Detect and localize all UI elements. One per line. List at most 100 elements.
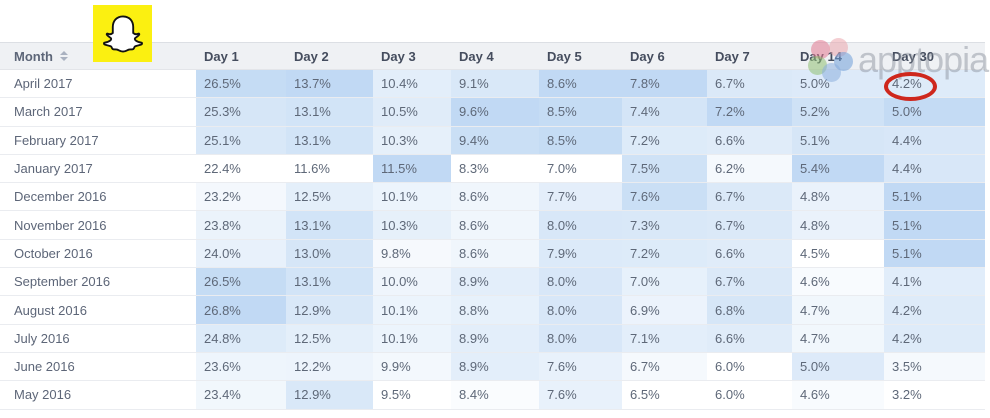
retention-cell: 13.1% <box>286 126 373 154</box>
retention-cell: 9.1% <box>451 70 539 98</box>
retention-cell: 6.7% <box>707 268 792 296</box>
retention-cell: 3.5% <box>884 352 985 381</box>
retention-cell: 5.0% <box>792 352 884 381</box>
column-header-day-4: Day 4 <box>459 48 494 64</box>
retention-cell: 8.0% <box>539 211 622 239</box>
retention-cell: 6.0% <box>715 359 745 375</box>
retention-cell: 13.0% <box>286 239 373 268</box>
retention-cell: 10.5% <box>373 98 451 126</box>
retention-cell: 6.2% <box>707 154 792 183</box>
retention-cell: 10.1% <box>373 324 451 352</box>
month-cell: October 2016 <box>14 245 93 261</box>
retention-cell: 4.2% <box>884 296 985 324</box>
retention-cell: 13.1% <box>286 211 373 239</box>
column-header-day-2: Day 2 <box>294 48 329 64</box>
retention-cell: 8.0% <box>539 324 622 352</box>
retention-cell: 7.6% <box>622 183 707 211</box>
retention-cell: 8.6% <box>539 70 622 98</box>
table-row: September 2016 26.5% 13.1% 10.0% 8.9% 8.0% 7.0… <box>0 268 985 297</box>
table-row: March 2017 25.3% 13.1% 10.5% 9.6% 8.5% 7.4% 7.2… <box>0 98 985 127</box>
retention-cell: 9.8% <box>373 239 451 268</box>
retention-cell: 6.7% <box>707 70 792 98</box>
column-header-month[interactable]: Month <box>0 43 196 69</box>
retention-cell: 5.1% <box>884 239 985 268</box>
table-row: December 2016 23.2% 12.5% 10.1% 8.6% 7.7% 7.6%… <box>0 183 985 212</box>
retention-cell: 7.3% <box>622 211 707 239</box>
retention-cell: 24.0% <box>196 239 286 268</box>
retention-cell: 23.8% <box>196 211 286 239</box>
retention-cell: 26.5% <box>196 268 286 296</box>
retention-cell: 8.6% <box>451 211 539 239</box>
retention-cell: 3.2% <box>892 387 922 403</box>
retention-cell: 23.4% <box>196 381 286 409</box>
retention-cell: 12.5% <box>286 324 373 352</box>
retention-cell: 8.8% <box>451 296 539 324</box>
retention-cell: 4.6% <box>792 381 884 409</box>
retention-cell: 10.1% <box>373 183 451 211</box>
retention-cell: 7.5% <box>622 154 707 183</box>
column-header-day-6: Day 6 <box>630 48 665 64</box>
table-row: October 2016 24.0% 13.0% 9.8% 8.6% 7.9% 7.2% 6.… <box>0 239 985 269</box>
retention-cell: 4.7% <box>792 324 884 352</box>
retention-cell: 7.0% <box>622 268 707 296</box>
month-cell: September 2016 <box>14 274 111 290</box>
retention-cell: 12.5% <box>286 183 373 211</box>
month-cell: November 2016 <box>14 217 107 233</box>
retention-cell: 24.8% <box>196 324 286 352</box>
retention-cell: 26.5% <box>196 70 286 98</box>
retention-cell: 6.5% <box>630 387 660 403</box>
retention-cell: 5.1% <box>884 211 985 239</box>
retention-cell: 7.2% <box>707 98 792 126</box>
retention-cell: 13.7% <box>286 70 373 98</box>
retention-cell: 7.9% <box>539 239 622 268</box>
retention-cell: 23.2% <box>196 183 286 211</box>
retention-cell: 11.5% <box>373 154 451 183</box>
retention-cell: 7.2% <box>622 239 707 268</box>
retention-cell: 10.3% <box>373 126 451 154</box>
month-cell: March 2017 <box>14 104 83 120</box>
retention-cell: 9.5% <box>381 387 411 403</box>
retention-cell: 26.8% <box>196 296 286 324</box>
retention-cell: 10.3% <box>373 211 451 239</box>
retention-cell: 4.8% <box>792 183 884 211</box>
retention-cell: 9.6% <box>451 98 539 126</box>
retention-cell: 4.4% <box>884 154 985 183</box>
column-header-day-30: Day 30 <box>892 48 934 64</box>
retention-cell: 5.2% <box>792 98 884 126</box>
retention-cell: 13.1% <box>286 98 373 126</box>
retention-cell: 7.0% <box>547 161 577 177</box>
retention-cell: 23.6% <box>196 352 286 381</box>
retention-cell: 12.9% <box>286 296 373 324</box>
column-header-day-7: Day 7 <box>715 48 750 64</box>
snapchat-logo <box>93 5 152 62</box>
highlight-circle <box>884 72 937 101</box>
month-cell: December 2016 <box>14 189 107 205</box>
month-cell: February 2017 <box>14 132 99 148</box>
retention-cell: 4.4% <box>884 126 985 154</box>
table-row: April 2017 26.5% 13.7% 10.4% 9.1% 8.6% 7.8% 6.7… <box>0 70 985 99</box>
retention-cell: 6.6% <box>707 324 792 352</box>
retention-cell: 4.5% <box>800 245 830 261</box>
retention-cell: 8.5% <box>539 126 622 154</box>
retention-cell: 4.8% <box>792 211 884 239</box>
month-cell: August 2016 <box>14 302 88 318</box>
sort-arrows-icon[interactable] <box>59 51 68 61</box>
month-cell: June 2016 <box>14 359 75 375</box>
retention-cell: 5.0% <box>884 98 985 126</box>
retention-cell: 7.1% <box>622 324 707 352</box>
table-row: June 2016 23.6% 12.2% 9.9% 8.9% 7.6% 6.7% 6.0% 5… <box>0 352 985 382</box>
table-row: January 2017 22.4% 11.6% 11.5% 8.3% 7.0% 7.5% 6… <box>0 154 985 184</box>
month-cell: January 2017 <box>14 161 93 177</box>
retention-cell: 8.9% <box>451 352 539 381</box>
retention-cell: 25.3% <box>196 98 286 126</box>
table-row: August 2016 26.8% 12.9% 10.1% 8.8% 8.0% 6.9% 6.… <box>0 296 985 325</box>
column-header-day-1: Day 1 <box>204 48 239 64</box>
retention-cell: 25.1% <box>196 126 286 154</box>
retention-cell: 6.7% <box>707 211 792 239</box>
retention-cell: 4.6% <box>792 268 884 296</box>
retention-cell: 12.9% <box>286 381 373 409</box>
table-row: May 2016 23.4% 12.9% 9.5% 8.4% 7.6% 6.5% 6.0% 4.… <box>0 381 985 410</box>
retention-cell: 6.7% <box>707 183 792 211</box>
retention-cell: 4.2% <box>884 324 985 352</box>
retention-cell: 10.4% <box>373 70 451 98</box>
